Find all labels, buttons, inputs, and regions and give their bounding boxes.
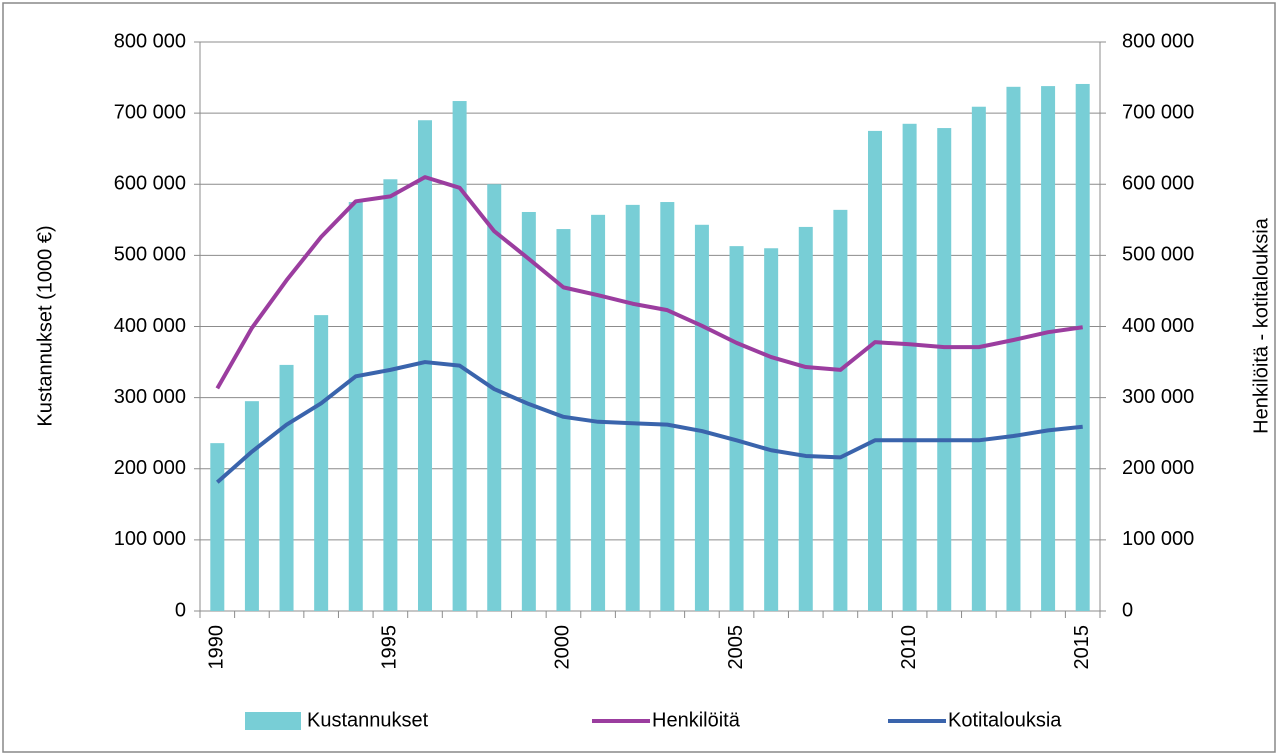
bar [383,179,398,612]
y2-tick-label: 800 000 [1122,30,1194,52]
bar [1075,83,1090,612]
bar [348,202,363,611]
y-axis-label: Kustannukset (1000 €) [34,225,56,426]
bar [694,224,709,611]
y2-tick-label: 600 000 [1122,173,1194,195]
x-tick-label: 1990 [206,625,228,670]
y2-tick-label: 0 [1122,599,1133,621]
legend-label: Henkilöitä [652,709,741,731]
bar [625,204,640,611]
bar [591,214,606,612]
bar [556,229,571,611]
line [215,360,1083,484]
y-tick-label: 0 [175,599,186,621]
bar [729,246,744,611]
line [215,175,1083,390]
y2-tick-label: 200 000 [1122,457,1194,479]
bar [937,128,952,611]
bar [279,364,294,611]
y2-tick-label: 400 000 [1122,315,1194,337]
y-tick-label: 500 000 [114,244,186,266]
y-tick-label: 200 000 [114,457,186,479]
x-tick-label: 2010 [898,625,920,670]
y-tick-label: 700 000 [114,101,186,123]
bar [868,130,882,611]
y-tick-label: 400 000 [114,315,186,337]
bar [764,248,779,611]
y-tick-label: 100 000 [114,528,186,550]
legend-label: Kotitalouksia [948,709,1062,731]
bar [833,209,848,612]
bar [487,184,502,611]
bar [798,226,813,612]
bar [452,101,467,611]
y-tick-label: 600 000 [114,173,186,195]
x-tick-label: 2005 [725,625,747,670]
bar [1006,86,1021,612]
bar [314,315,329,611]
legend-swatch [245,712,301,730]
bar [1041,86,1056,611]
bar [902,123,917,611]
x-tick-label: 2000 [552,625,574,670]
bar [971,106,986,611]
y2-tick-label: 500 000 [1122,244,1194,266]
y2-tick-label: 300 000 [1122,386,1194,408]
bar [521,211,536,611]
legend-label: Kustannukset [307,709,429,731]
bar [210,443,225,611]
bar [244,401,259,611]
bar [418,120,432,612]
y2-tick-label: 100 000 [1122,528,1194,550]
y2-tick-label: 700 000 [1122,101,1194,123]
y-tick-label: 300 000 [114,386,186,408]
y2-axis-label: Henkilöitä - kotitalouksia [1250,217,1272,434]
x-tick-label: 1995 [379,625,401,670]
y-tick-label: 800 000 [114,30,186,52]
x-tick-label: 2015 [1071,625,1093,670]
bar [660,202,675,611]
